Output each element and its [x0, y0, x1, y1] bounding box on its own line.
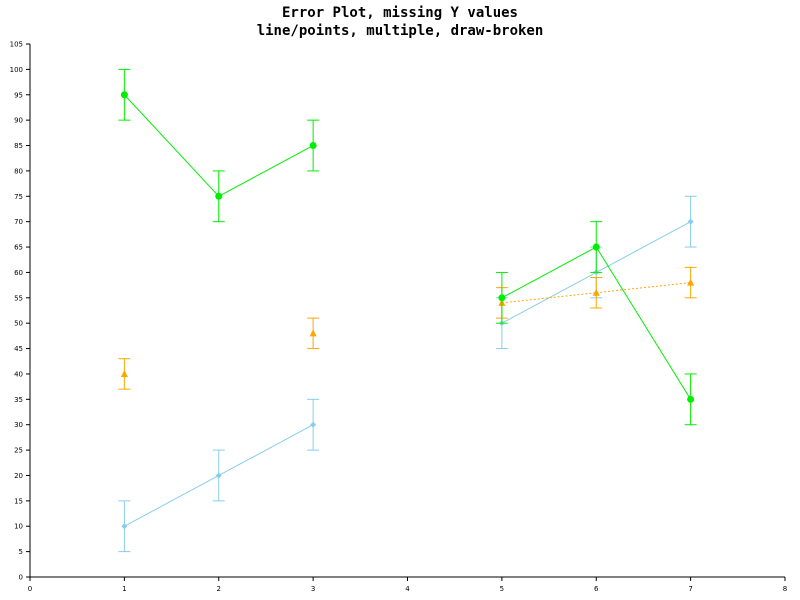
series-3-line-segment — [124, 94, 220, 197]
series-3-point — [592, 243, 600, 251]
y-tick-label: 105 — [10, 41, 23, 49]
y-tick-label: 30 — [14, 421, 23, 429]
series-1-point — [687, 218, 694, 225]
series-3-point — [498, 294, 506, 302]
chart-title: Error Plot, missing Y values — [281, 5, 518, 21]
y-tick-label: 45 — [14, 345, 23, 353]
series-1-line-segment — [501, 271, 597, 324]
x-tick-label: 8 — [783, 585, 787, 593]
y-tick-label: 95 — [14, 91, 23, 99]
series-1-line-segment — [596, 221, 691, 273]
series-1-line-segment — [218, 424, 314, 476]
y-tick-label: 15 — [14, 497, 23, 505]
series-3-point — [120, 91, 128, 99]
y-tick-label: 90 — [14, 117, 23, 125]
series-2-point — [120, 369, 128, 377]
series-2-point — [687, 278, 695, 286]
y-tick-label: 65 — [14, 244, 23, 252]
y-tick-label: 10 — [14, 523, 23, 531]
y-tick-label: 5 — [19, 548, 23, 556]
series-1-point — [121, 523, 128, 530]
series-3-point — [215, 192, 223, 200]
x-tick-label: 1 — [122, 585, 126, 593]
x-tick-label: 4 — [405, 585, 410, 593]
y-tick-label: 55 — [14, 294, 23, 302]
y-tick-label: 35 — [14, 396, 23, 404]
y-tick-label: 85 — [14, 142, 23, 150]
series-1-line-segment — [124, 475, 219, 527]
y-tick-label: 40 — [14, 370, 23, 378]
x-tick-label: 3 — [311, 585, 315, 593]
y-tick-label: 70 — [14, 218, 23, 226]
series-1-point — [215, 472, 222, 479]
series-3-line-segment — [595, 246, 692, 400]
y-tick-label: 0 — [19, 574, 23, 582]
series-2-point — [592, 288, 600, 296]
x-tick-label: 6 — [594, 585, 599, 593]
x-tick-label: 0 — [28, 585, 32, 593]
y-tick-label: 20 — [14, 472, 23, 480]
series-3-point — [687, 395, 695, 403]
x-tick-label: 2 — [217, 585, 221, 593]
y-tick-label: 25 — [14, 447, 23, 455]
chart-subtitle: line/points, multiple, draw-broken — [256, 23, 544, 39]
series-2-point — [309, 329, 317, 337]
x-tick-label: 5 — [500, 585, 504, 593]
y-tick-label: 75 — [14, 193, 23, 201]
x-tick-label: 7 — [688, 585, 692, 593]
y-tick-label: 80 — [14, 167, 23, 175]
series-3-point — [309, 142, 317, 150]
y-tick-label: 60 — [14, 269, 23, 277]
y-tick-label: 100 — [10, 66, 23, 74]
series-1-point — [310, 421, 317, 428]
y-tick-label: 50 — [14, 320, 23, 328]
series-2-line-segment — [596, 282, 691, 294]
series-3-line-segment — [218, 145, 314, 197]
series-3-line-segment — [501, 246, 597, 299]
